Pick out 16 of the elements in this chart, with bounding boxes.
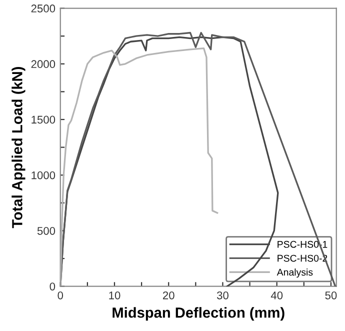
x-axis-title: Midspan Deflection (mm) <box>112 307 284 321</box>
x-tick-label: 40 <box>270 291 283 300</box>
y-tick-label: 1000 <box>32 171 56 180</box>
y-tick-label: 2500 <box>31 4 56 12</box>
x-tick-label: 50 <box>325 291 337 300</box>
y-tick-label: 2000 <box>31 60 56 68</box>
x-tick-label: 30 <box>216 291 228 300</box>
x-tick-label: 20 <box>162 291 174 300</box>
y-tick-label: 0 <box>50 282 56 290</box>
legend-label: Analysis <box>276 268 313 278</box>
x-tick-label: 10 <box>109 291 120 300</box>
y-tick-label: 500 <box>37 226 56 235</box>
x-tick-label: 0 <box>58 291 64 300</box>
y-axis-title: Total Applied Load (kN) <box>12 67 26 228</box>
line-series <box>60 47 218 286</box>
y-tick-label: 1500 <box>32 116 56 124</box>
